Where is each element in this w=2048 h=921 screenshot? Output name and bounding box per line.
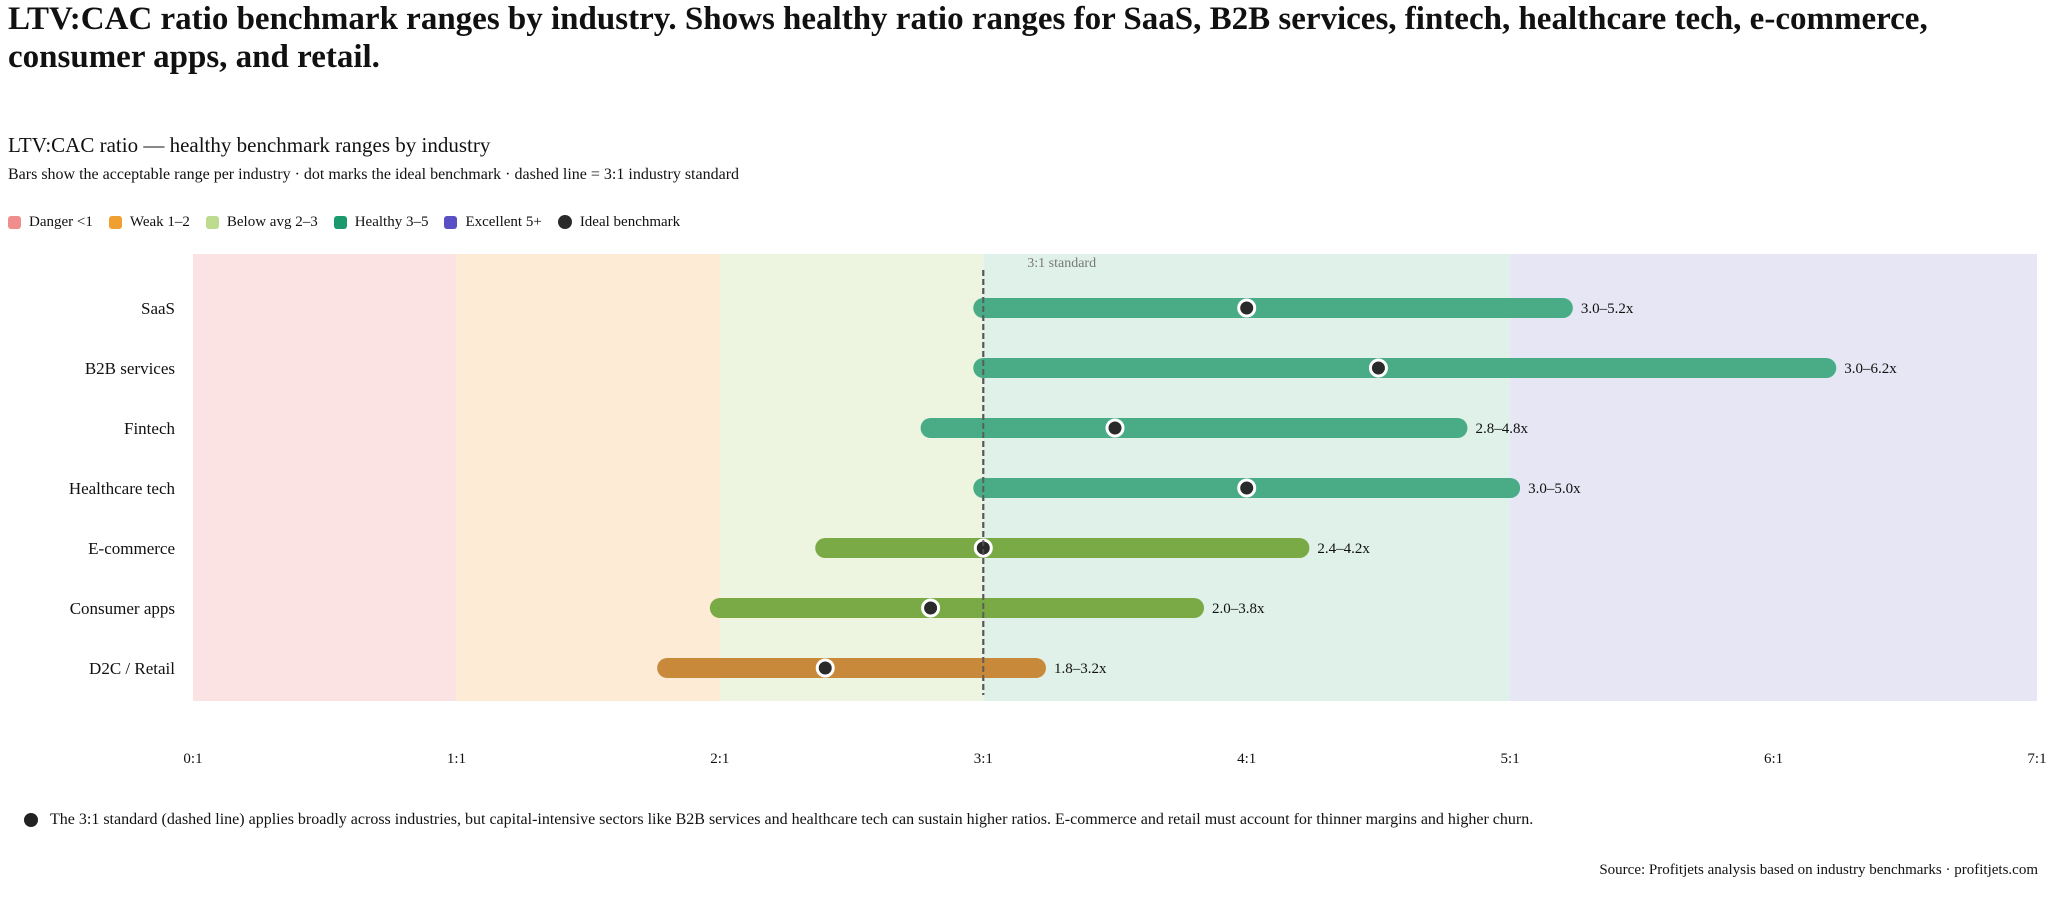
x-tick-label: 2:1	[710, 751, 729, 767]
category-label: E-commerce	[88, 539, 175, 558]
range-value-label: 1.8–3.2x	[1054, 661, 1107, 677]
zone-band-2	[719, 254, 984, 701]
legend-swatch-healthy	[333, 215, 347, 229]
range-value-label: 3.0–5.2x	[1581, 301, 1634, 317]
legend-item-healthy: Healthy 3–5	[333, 212, 429, 232]
range-value-label: 2.4–4.2x	[1317, 541, 1370, 557]
legend-item-ideal: Ideal benchmark	[557, 212, 681, 232]
legend-swatch-danger	[8, 215, 21, 229]
zone-band-4	[1510, 254, 2037, 701]
ideal-dot	[1237, 298, 1257, 318]
ideal-dot	[1237, 478, 1257, 498]
ideal-dot	[921, 598, 941, 618]
range-value-label: 2.0–3.8x	[1212, 601, 1265, 617]
x-tick-label: 5:1	[1501, 751, 1520, 767]
legend-item-weak: Weak 1–2	[108, 212, 190, 232]
category-label: Fintech	[124, 419, 175, 438]
page-heading: LTV:CAC ratio benchmark ranges by indust…	[8, 1, 1928, 75]
legend-label-weak: Weak 1–2	[129, 214, 190, 230]
range-value-label: 3.0–6.2x	[1844, 361, 1897, 377]
legend-label-danger: Danger <1	[29, 214, 93, 230]
category-label: Healthcare tech	[69, 479, 176, 498]
legend: Danger <1 Weak 1–2 Below avg 2–3 Healthy…	[8, 212, 696, 232]
legend-label-excellent: Excellent 5+	[465, 214, 542, 230]
category-label: Consumer apps	[70, 599, 175, 618]
category-label: SaaS	[141, 299, 175, 318]
legend-swatch-excellent	[444, 215, 458, 229]
ideal-dot	[815, 658, 835, 678]
zone-band-1	[456, 254, 720, 701]
legend-swatch-below-avg	[205, 215, 219, 229]
reference-line-label: 3:1 standard	[1027, 256, 1096, 271]
legend-item-danger: Danger <1	[8, 212, 93, 232]
x-tick-label: 4:1	[1237, 751, 1256, 767]
footnote: The 3:1 standard (dashed line) applies b…	[24, 810, 1533, 830]
legend-label-ideal: Ideal benchmark	[579, 214, 681, 230]
range-value-label: 3.0–5.0x	[1528, 481, 1581, 497]
legend-item-excellent: Excellent 5+	[444, 212, 542, 232]
source-credit: Source: Profitjets analysis based on ind…	[1599, 862, 2038, 878]
legend-label-healthy: Healthy 3–5	[354, 214, 429, 230]
zone-band-0	[193, 254, 457, 701]
category-label: D2C / Retail	[89, 659, 175, 678]
x-tick-label: 3:1	[974, 751, 993, 767]
chart-title: LTV:CAC ratio — healthy benchmark ranges…	[8, 133, 491, 157]
legend-label-below-avg: Below avg 2–3	[226, 214, 318, 230]
x-tick-label: 1:1	[447, 751, 466, 767]
category-label: B2B services	[85, 359, 175, 378]
chart-subtitle: Bars show the acceptable range per indus…	[8, 166, 740, 183]
x-tick-label: 0:1	[183, 751, 202, 767]
legend-dot-ideal	[557, 215, 572, 229]
ideal-dot	[1105, 418, 1125, 438]
legend-swatch-weak	[108, 215, 122, 229]
footnote-dot-icon	[24, 813, 38, 827]
x-tick-label: 7:1	[2027, 751, 2046, 767]
x-tick-label: 6:1	[1764, 751, 1783, 767]
legend-item-below-avg: Below avg 2–3	[205, 212, 318, 232]
range-value-label: 2.8–4.8x	[1475, 421, 1528, 437]
ideal-dot	[1368, 358, 1388, 378]
footnote-text: The 3:1 standard (dashed line) applies b…	[50, 811, 1534, 828]
zone-band-3	[983, 254, 1511, 701]
